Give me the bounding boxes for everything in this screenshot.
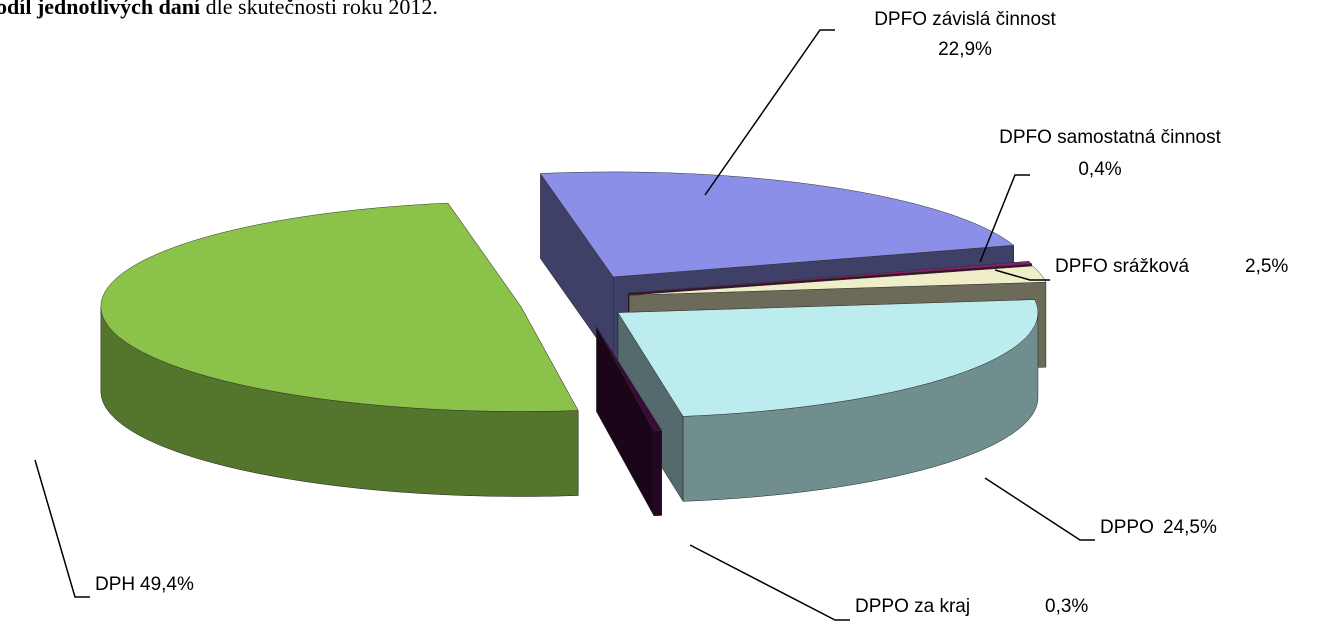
slice [617,299,1039,503]
slice-label: DPPO za kraj [855,596,970,617]
slice [100,202,579,497]
slice-value-label: 0,4% [1078,159,1121,180]
leader-line [984,477,1095,541]
slice-top [628,261,1033,294]
slice-value-label: 49,4% [140,574,194,595]
leader-line [34,459,90,598]
leader-line [994,269,1050,281]
slice-label: DPPO [1100,517,1154,538]
slice-label: DPFO srážková [1055,256,1190,277]
slice-top [100,202,579,412]
slice-label: DPFO samostatná činnost [999,127,1221,148]
leader-line [689,544,850,621]
slice-side [653,430,662,516]
title-rest: dle skutečnosti roku 2012. [206,0,438,19]
slice-top [629,265,1047,296]
slice-label: DPFO závislá činnost [874,9,1056,30]
slice-value-label: 24,5% [1163,517,1217,538]
slice-label: DPH [95,574,135,595]
slice-value-label: 0,3% [1045,596,1088,617]
chart-title: odíl jednotlivých daní dle skutečnosti r… [0,0,438,19]
title-bold: odíl jednotlivých daní [0,0,201,19]
slice-top [596,326,663,431]
slice-value-label: 22,9% [938,39,992,60]
leader-line [704,29,835,196]
slice-value-label: 2,5% [1245,256,1288,277]
slice-top [617,299,1039,417]
leader-line [979,174,1030,263]
slice [596,325,663,517]
slice-top [539,171,1015,278]
